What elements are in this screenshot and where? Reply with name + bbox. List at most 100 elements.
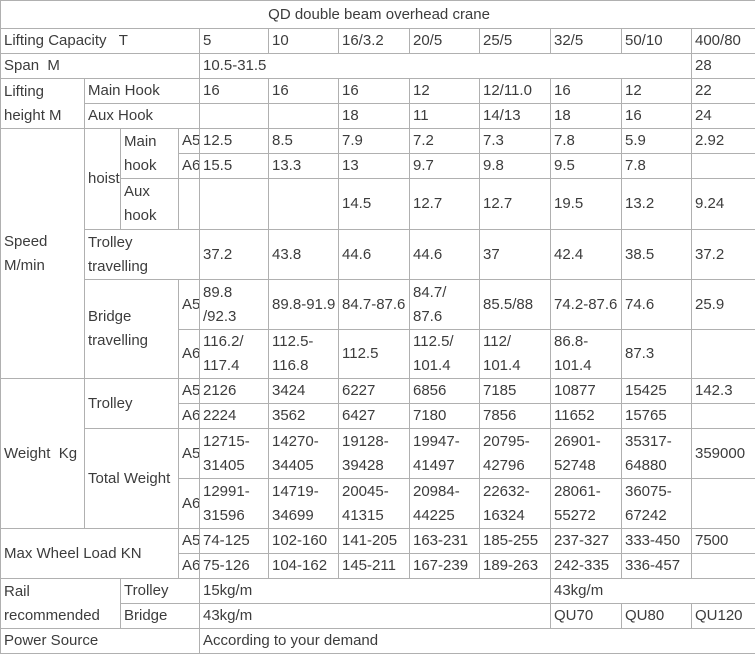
speed-aux-value: 12.7	[410, 179, 480, 230]
weight-trolley-a6-value: 7856	[480, 404, 551, 429]
trolley-travelling-value: 44.6	[410, 230, 480, 280]
trolley-travelling-value: 37	[480, 230, 551, 280]
total-weight-a5-value: 19128- 39428	[339, 429, 410, 479]
bridge-a6-value: 112/ 101.4	[480, 330, 551, 379]
weight-trolley-a6-value: 2224	[200, 404, 269, 429]
weight-trolley-label: Trolley	[85, 379, 179, 429]
hoist-label: hoist	[85, 129, 121, 230]
max-wheel-a6-value: 336-457	[622, 554, 692, 579]
bridge-a5-value: 25.9	[692, 280, 755, 330]
span-last-value: 28	[692, 54, 755, 79]
lifting-height-label: Lifting height M	[1, 79, 85, 129]
main-hook-value: 16	[269, 79, 339, 104]
total-weight-a6-value: 20984- 44225	[410, 479, 480, 529]
total-weight-a5-value: 19947- 41497	[410, 429, 480, 479]
aux-hook-label: Aux Hook	[85, 104, 200, 129]
max-wheel-a6-value: 104-162	[269, 554, 339, 579]
capacity-value: 50/10	[622, 29, 692, 54]
weight-trolley-a5-value: 10877	[551, 379, 622, 404]
total-weight-a5-value: 359000	[692, 429, 755, 479]
max-wheel-load-label: Max Wheel Load KN	[1, 529, 179, 579]
rail-trolley-right-value: 43kg/m	[551, 579, 755, 604]
bridge-travelling-label: Bridge travelling	[85, 280, 179, 379]
trolley-travelling-value: 37.2	[692, 230, 755, 280]
max-wheel-a6-value: 242-335	[551, 554, 622, 579]
speed-main-a6-value	[692, 154, 755, 179]
bridge-a6-value: 112.5- 116.8	[269, 330, 339, 379]
speed-main-a5-value: 2.92	[692, 129, 755, 154]
bridge-a5-value: 89.8-91.9	[269, 280, 339, 330]
weight-trolley-a5-value: 2126	[200, 379, 269, 404]
trolley-travelling-value: 44.6	[339, 230, 410, 280]
total-weight-label: Total Weight	[85, 429, 179, 529]
capacity-value: 5	[200, 29, 269, 54]
main-hook-value: 22	[692, 79, 755, 104]
main-hook-value: 12	[622, 79, 692, 104]
bridge-a6-value: 112.5/ 101.4	[410, 330, 480, 379]
max-wheel-a5-value: 333-450	[622, 529, 692, 554]
speed-aux-value: 14.5	[339, 179, 410, 230]
main-hook-value: 16	[200, 79, 269, 104]
capacity-value: 20/5	[410, 29, 480, 54]
max-wheel-a5-value: 7500	[692, 529, 755, 554]
a5-label: A5	[179, 379, 200, 404]
speed-aux-value	[269, 179, 339, 230]
total-weight-a6-value: 28061- 55272	[551, 479, 622, 529]
a5-label: A5	[179, 129, 200, 154]
main-hook-value: 12/11.0	[480, 79, 551, 104]
aux-hook-value: 14/13	[480, 104, 551, 129]
bridge-a6-value: 87.3	[622, 330, 692, 379]
a6-label: A6	[179, 404, 200, 429]
aux-hook-value: 18	[551, 104, 622, 129]
aux-hook-value	[200, 104, 269, 129]
bridge-a5-value: 74.2-87.6	[551, 280, 622, 330]
max-wheel-a5-value: 141-205	[339, 529, 410, 554]
aux-hook-value: 24	[692, 104, 755, 129]
max-wheel-a6-value: 145-211	[339, 554, 410, 579]
trolley-travelling-value: 43.8	[269, 230, 339, 280]
speed-main-a6-value: 9.8	[480, 154, 551, 179]
weight-trolley-a5-value: 6856	[410, 379, 480, 404]
speed-main-hook-label: Main hook	[121, 129, 179, 179]
total-weight-a5-value: 20795- 42796	[480, 429, 551, 479]
aux-hook-value: 18	[339, 104, 410, 129]
bridge-a6-value: 116.2/ 117.4	[200, 330, 269, 379]
main-hook-value: 16	[551, 79, 622, 104]
speed-main-a5-value: 7.8	[551, 129, 622, 154]
table-title: QD double beam overhead crane	[1, 1, 755, 29]
power-source-label: Power Source	[1, 629, 200, 654]
main-hook-value: 12	[410, 79, 480, 104]
weight-trolley-a6-value: 6427	[339, 404, 410, 429]
a5-label: A5	[179, 529, 200, 554]
a6-label: A6	[179, 154, 200, 179]
weight-trolley-a5-value: 15425	[622, 379, 692, 404]
total-weight-a6-value: 14719- 34699	[269, 479, 339, 529]
bridge-a5-value: 89.8 /92.3	[200, 280, 269, 330]
total-weight-a6-value: 20045- 41315	[339, 479, 410, 529]
speed-main-a5-value: 5.9	[622, 129, 692, 154]
a6-label: A6	[179, 554, 200, 579]
capacity-value: 32/5	[551, 29, 622, 54]
speed-label: Speed M/min	[1, 129, 85, 379]
bridge-a5-value: 84.7-87.6	[339, 280, 410, 330]
speed-aux-value: 12.7	[480, 179, 551, 230]
capacity-value: 25/5	[480, 29, 551, 54]
weight-trolley-a6-value: 15765	[622, 404, 692, 429]
max-wheel-a5-value: 237-327	[551, 529, 622, 554]
total-weight-a5-value: 12715- 31405	[200, 429, 269, 479]
weight-trolley-a6-value: 11652	[551, 404, 622, 429]
speed-main-a6-value: 7.8	[622, 154, 692, 179]
weight-label: Weight Kg	[1, 379, 85, 529]
trolley-travelling-label: Trolley travelling	[85, 230, 200, 280]
total-weight-a6-value	[692, 479, 755, 529]
capacity-value: 10	[269, 29, 339, 54]
rail-bridge-left-value: 43kg/m	[200, 604, 551, 629]
weight-trolley-a6-value: 3562	[269, 404, 339, 429]
weight-trolley-a6-value	[692, 404, 755, 429]
a6-label: A6	[179, 330, 200, 379]
speed-main-a5-value: 8.5	[269, 129, 339, 154]
bridge-a6-value: 86.8- 101.4	[551, 330, 622, 379]
main-hook-label: Main Hook	[85, 79, 200, 104]
speed-main-a6-value: 13.3	[269, 154, 339, 179]
